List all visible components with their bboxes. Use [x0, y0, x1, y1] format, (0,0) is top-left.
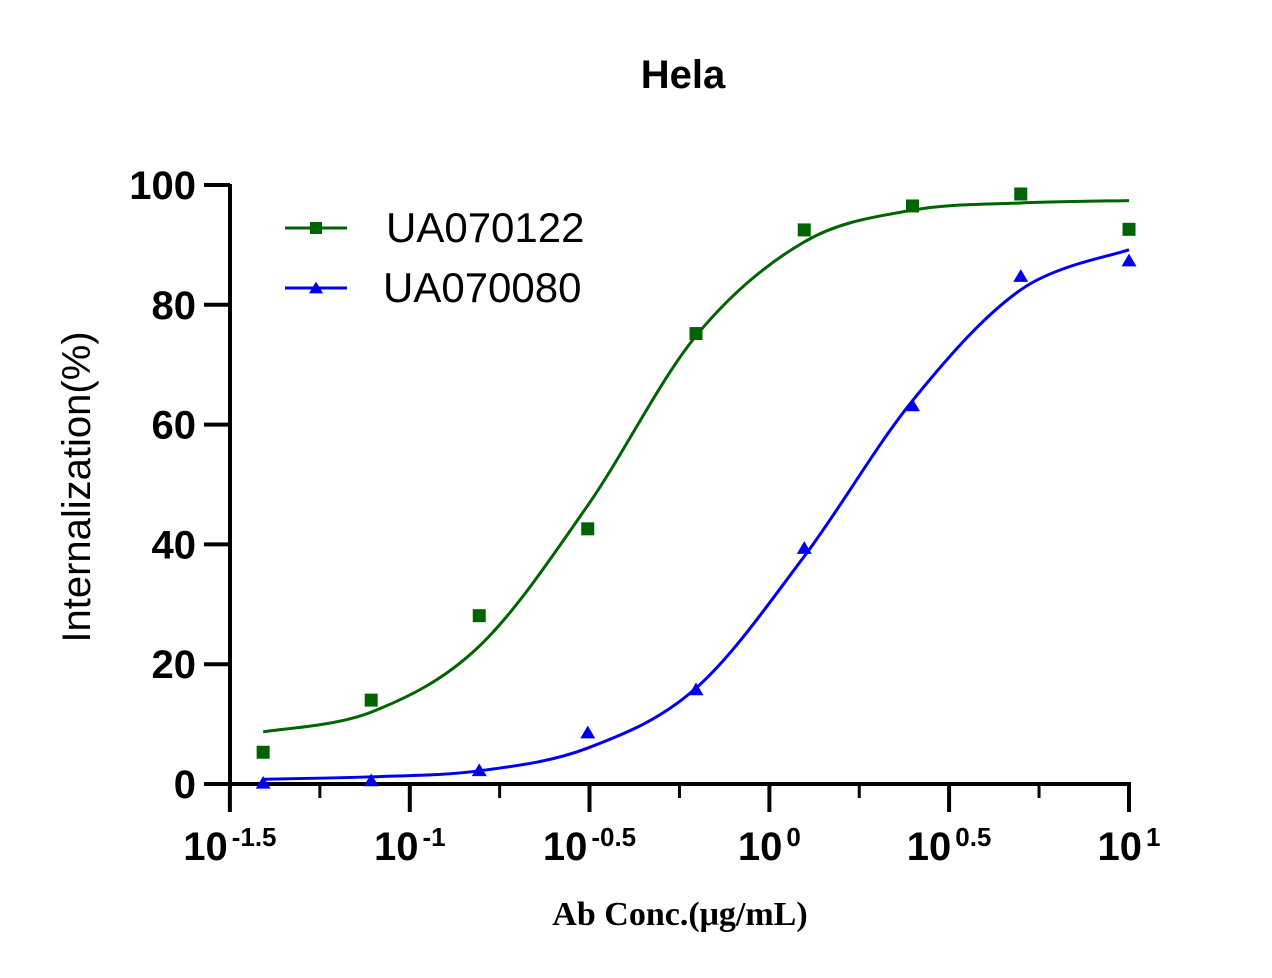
data-point-ua070080 — [688, 682, 704, 696]
data-point-ua070080 — [1121, 253, 1137, 267]
y-tick-label: 20 — [152, 643, 197, 687]
x-ticks: 10 -1.5 10 -1 10 -0.5 10 0 10 0.5 10 1 — [183, 784, 1160, 869]
x-tick-label: 10 1 — [1098, 822, 1161, 869]
data-point-ua070080 — [471, 763, 487, 777]
x-tick-label: 10 -1 — [374, 822, 446, 869]
fit-curve-ua070122 — [262, 199, 1130, 734]
data-point-ua070080 — [255, 775, 271, 789]
data-points — [255, 187, 1137, 789]
legend-label: UA070080 — [383, 264, 582, 311]
x-tick-label: 10 -1.5 — [183, 822, 276, 869]
y-tick-label: 80 — [152, 284, 197, 328]
y-tick-label: 40 — [152, 523, 197, 567]
data-point-ua070122 — [364, 693, 378, 707]
x-tick-label: 10 0.5 — [907, 822, 992, 869]
x-axis-label: Ab Conc.(μg/mL) — [552, 896, 807, 933]
data-point-ua070122 — [689, 327, 703, 341]
data-point-ua070122 — [1014, 187, 1028, 201]
data-point-ua070122 — [905, 199, 919, 213]
fit-curve-ua070080 — [263, 248, 1130, 781]
y-axis-label: Internalization(%) — [55, 331, 99, 642]
data-point-ua070122 — [797, 223, 811, 237]
data-point-ua070080 — [904, 398, 920, 412]
x-tick-label: 10 -0.5 — [543, 822, 636, 869]
data-point-ua070080 — [580, 725, 596, 739]
x-tick-label: 10 0 — [738, 822, 801, 869]
legend-label: UA070122 — [386, 204, 585, 251]
data-point-ua070080 — [1013, 269, 1029, 282]
data-point-ua070080 — [796, 541, 812, 554]
data-point-ua070080 — [363, 773, 379, 787]
y-tick-label: 0 — [174, 763, 196, 807]
data-point-ua070122 — [256, 745, 270, 759]
data-point-ua070122 — [581, 522, 595, 536]
legend: UA070122 UA070080 — [285, 204, 585, 311]
fit-curves — [262, 199, 1130, 781]
axes — [228, 184, 1131, 786]
y-tick-label: 60 — [152, 404, 197, 448]
chart-title: Hela — [641, 53, 726, 97]
y-ticks: 0 20 40 60 80 100 — [129, 164, 230, 807]
legend-marker — [310, 222, 322, 234]
legend-marker — [309, 281, 323, 294]
data-point-ua070122 — [472, 609, 486, 623]
y-tick-label: 100 — [129, 164, 196, 208]
data-point-ua070122 — [1122, 222, 1136, 236]
